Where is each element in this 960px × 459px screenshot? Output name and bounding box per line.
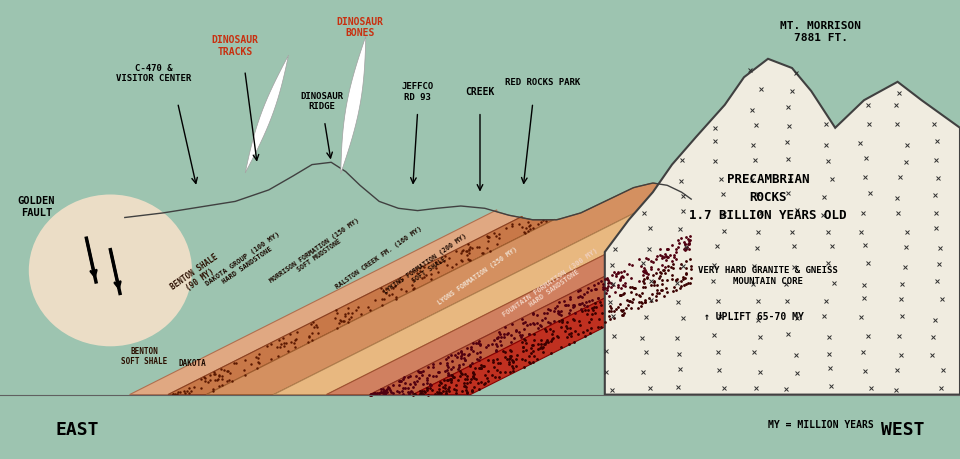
Text: WEST: WEST	[880, 420, 924, 438]
Polygon shape	[605, 60, 960, 395]
Polygon shape	[370, 199, 803, 395]
Text: BENTON
SOFT SHALE: BENTON SOFT SHALE	[121, 346, 167, 365]
Text: LYONS FORMATION (250 MY): LYONS FORMATION (250 MY)	[437, 246, 519, 305]
Text: BENTON SHALE
(90 MY): BENTON SHALE (90 MY)	[169, 252, 225, 299]
Ellipse shape	[29, 195, 192, 347]
Polygon shape	[168, 217, 554, 395]
Polygon shape	[206, 184, 680, 395]
Text: JEFFCO
RD 93: JEFFCO RD 93	[401, 82, 434, 101]
Text: C-470 &
VISITOR CENTER: C-470 & VISITOR CENTER	[116, 64, 191, 83]
Text: GOLDEN
FAULT: GOLDEN FAULT	[17, 196, 56, 217]
Polygon shape	[245, 56, 289, 174]
Polygon shape	[274, 190, 715, 395]
Text: MORRISON FORMATION (150 MY)
SOFT MUDSTONE: MORRISON FORMATION (150 MY) SOFT MUDSTON…	[269, 216, 365, 289]
Text: DINOSAUR
RIDGE: DINOSAUR RIDGE	[300, 91, 343, 111]
Text: CREEK: CREEK	[466, 87, 494, 97]
Polygon shape	[326, 198, 759, 395]
Text: DAKOTA: DAKOTA	[179, 358, 205, 367]
Polygon shape	[130, 210, 522, 395]
Text: PRECAMBRIAN
ROCKS
1.7 BILLION YEARS OLD: PRECAMBRIAN ROCKS 1.7 BILLION YEARS OLD	[689, 173, 847, 222]
Text: DAKOTA GROUP (100 MY)
HARD SANDSTONE: DAKOTA GROUP (100 MY) HARD SANDSTONE	[204, 231, 285, 292]
Text: EAST: EAST	[55, 420, 99, 438]
Text: RED ROCKS PARK: RED ROCKS PARK	[505, 78, 580, 87]
Text: ↑ UPLIFT 65-70 MY: ↑ UPLIFT 65-70 MY	[704, 312, 804, 322]
Text: LYKINS FORMATION (200 MY)
SOFT SHALE: LYKINS FORMATION (200 MY) SOFT SHALE	[382, 232, 472, 300]
Text: MT. MORRISON
7881 FT.: MT. MORRISON 7881 FT.	[780, 22, 861, 43]
Text: VERY HARD GRANITE & GNEISS
MOUNTAIN CORE: VERY HARD GRANITE & GNEISS MOUNTAIN CORE	[698, 266, 838, 285]
Polygon shape	[413, 199, 861, 395]
Polygon shape	[341, 37, 366, 174]
Text: RALSTON CREEK FM. (160 MY): RALSTON CREEK FM. (160 MY)	[335, 225, 423, 289]
Text: DINOSAUR
BONES: DINOSAUR BONES	[337, 17, 383, 38]
Text: FOUNTAIN FORMATION (300 MY)
HARD SANDSTONE: FOUNTAIN FORMATION (300 MY) HARD SANDSTO…	[501, 246, 603, 323]
Text: DINOSAUR
TRACKS: DINOSAUR TRACKS	[212, 35, 258, 56]
Text: MY = MILLION YEARS: MY = MILLION YEARS	[768, 420, 874, 430]
